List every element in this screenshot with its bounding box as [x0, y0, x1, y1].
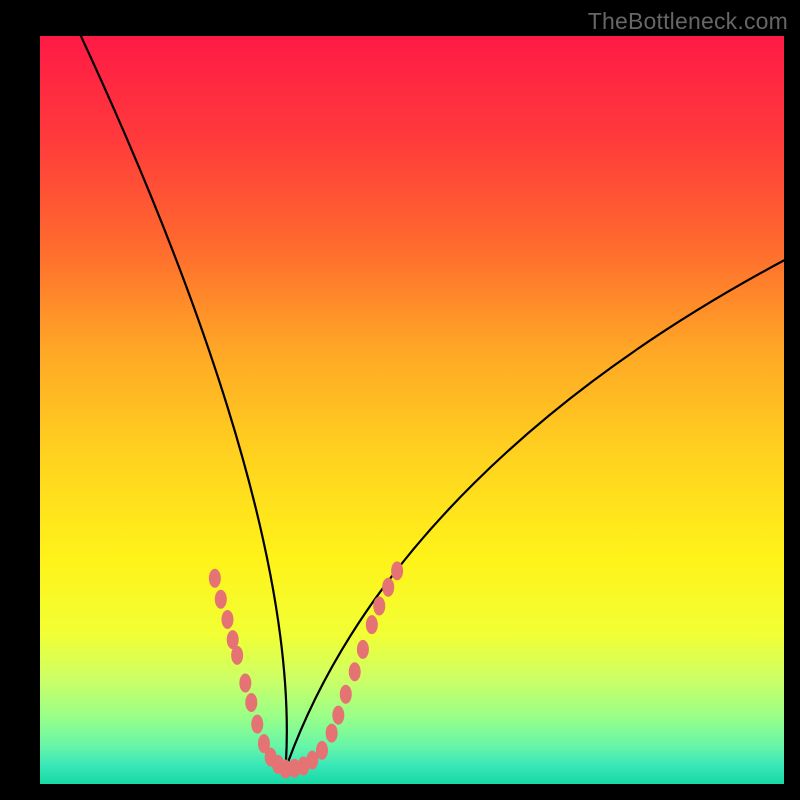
curve-marker [349, 662, 361, 681]
curve-marker [239, 674, 251, 693]
curve-marker [382, 578, 394, 597]
bottleneck-curve-chart [40, 36, 784, 784]
curve-marker [245, 693, 257, 712]
curve-marker [391, 561, 403, 580]
curve-marker [373, 596, 385, 615]
curve-marker [316, 741, 328, 760]
curve-marker [366, 615, 378, 634]
gradient-background [40, 36, 784, 784]
curve-marker [332, 706, 344, 725]
curve-marker [209, 569, 221, 588]
watermark-text: TheBottleneck.com [588, 8, 788, 35]
curve-marker [221, 610, 233, 629]
curve-marker [231, 646, 243, 665]
curve-marker [340, 685, 352, 704]
curve-marker [357, 640, 369, 659]
chart-container: TheBottleneck.com [0, 0, 800, 800]
curve-marker [215, 590, 227, 609]
curve-marker [326, 724, 338, 743]
curve-marker [251, 715, 263, 734]
